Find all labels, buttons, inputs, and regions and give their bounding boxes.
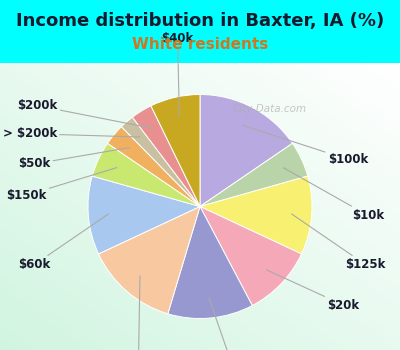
Text: White residents: White residents <box>132 37 268 52</box>
Text: $100k: $100k <box>243 125 368 166</box>
Wedge shape <box>98 206 200 314</box>
Text: $150k: $150k <box>6 168 117 202</box>
Text: $60k: $60k <box>18 214 108 271</box>
Wedge shape <box>92 144 200 206</box>
Wedge shape <box>200 94 292 206</box>
Text: $20k: $20k <box>266 270 360 312</box>
Wedge shape <box>122 117 200 206</box>
Wedge shape <box>88 176 200 254</box>
Wedge shape <box>132 106 200 206</box>
Text: $10k: $10k <box>283 168 384 222</box>
Text: $75k: $75k <box>209 298 250 350</box>
Text: $50k: $50k <box>18 148 130 170</box>
Wedge shape <box>151 94 200 206</box>
Text: City-Data.com: City-Data.com <box>233 104 307 113</box>
Text: $30k: $30k <box>122 276 154 350</box>
Text: $125k: $125k <box>292 214 386 271</box>
Text: $40k: $40k <box>162 32 194 117</box>
Text: > $200k: > $200k <box>3 127 140 140</box>
Wedge shape <box>168 206 252 318</box>
Wedge shape <box>200 206 302 306</box>
Wedge shape <box>108 127 200 206</box>
Text: $200k: $200k <box>18 99 152 128</box>
Wedge shape <box>200 144 308 206</box>
Wedge shape <box>200 176 312 254</box>
Text: Income distribution in Baxter, IA (%): Income distribution in Baxter, IA (%) <box>16 12 384 30</box>
